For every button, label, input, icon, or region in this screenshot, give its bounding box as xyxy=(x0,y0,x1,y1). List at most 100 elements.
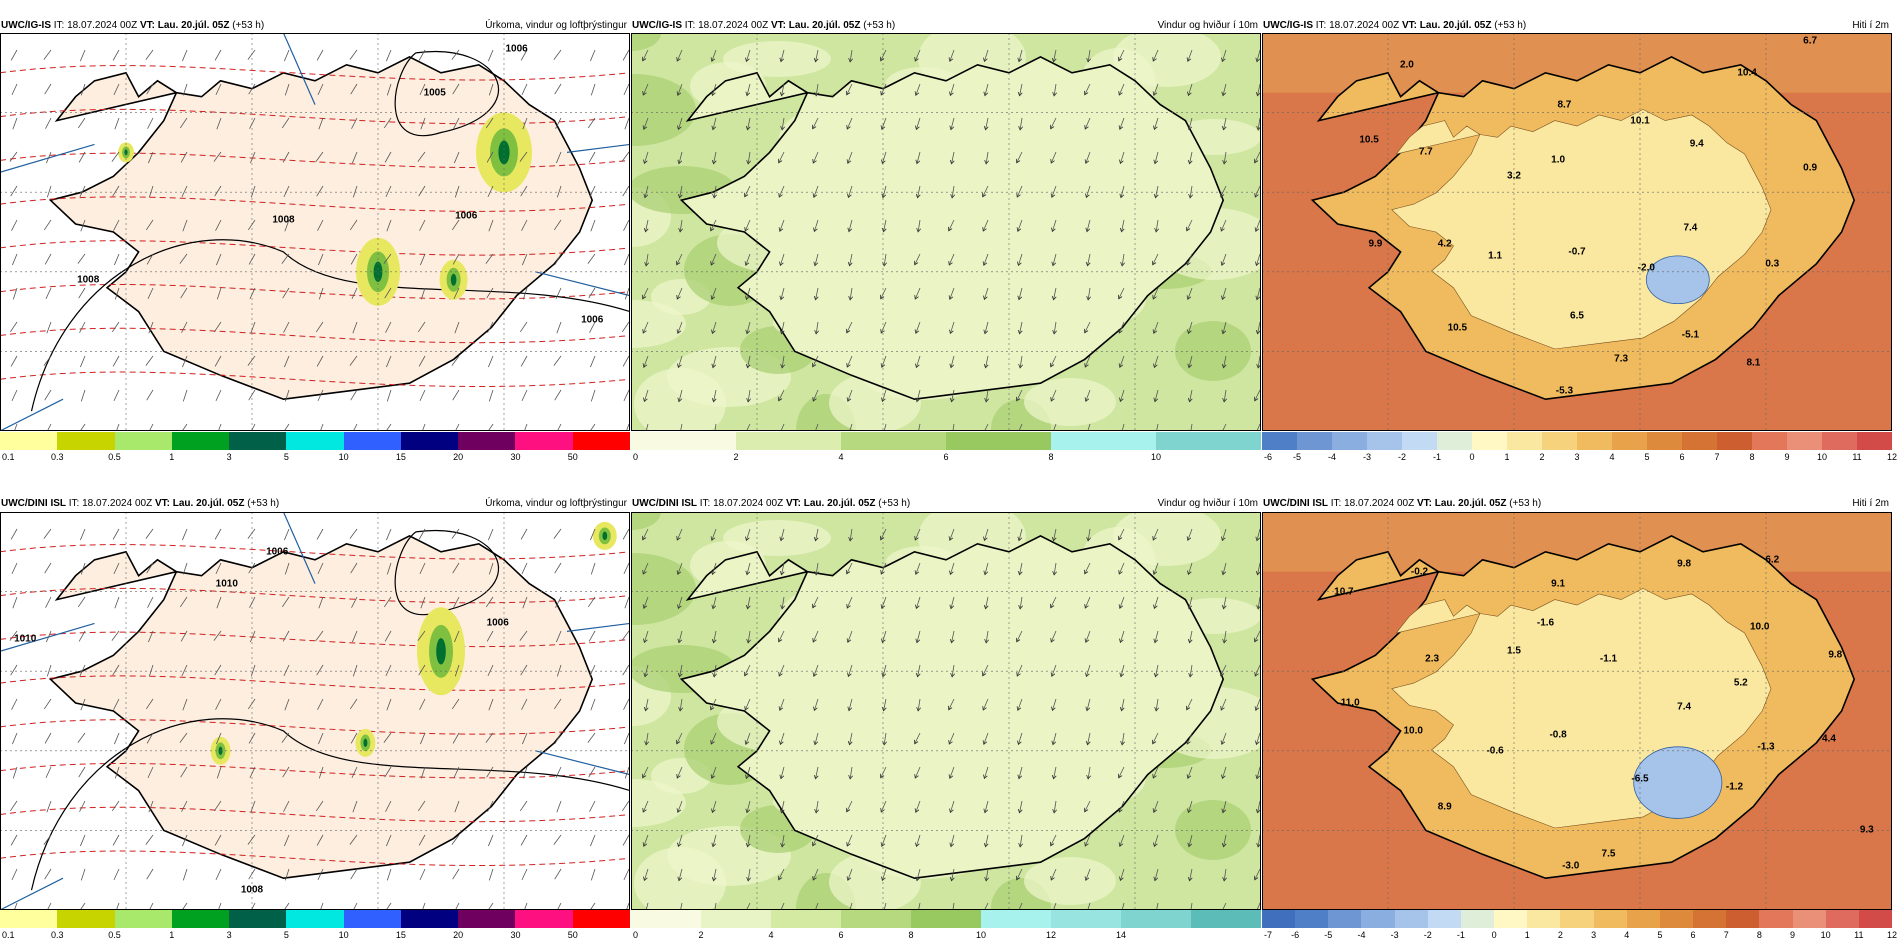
colorbar-tick-label: 4 xyxy=(1624,930,1630,940)
wind-arrow xyxy=(454,185,460,198)
wind-arrow xyxy=(813,185,819,198)
wind-map[interactable] xyxy=(631,512,1261,910)
colorbar-swatch xyxy=(1332,432,1367,450)
wind-arrow-head xyxy=(1187,570,1192,576)
wind-arrow-head xyxy=(813,227,818,233)
wind-arrow xyxy=(915,800,921,813)
wind-arrow xyxy=(624,287,630,300)
wind-arrow xyxy=(1256,49,1261,62)
wind-arrow xyxy=(79,664,86,677)
wind-arrow-head xyxy=(641,294,647,300)
wind-arrow xyxy=(1121,423,1125,431)
wind-arrow xyxy=(78,151,86,163)
wind-arrow xyxy=(1255,253,1261,266)
wind-arrow xyxy=(1257,355,1261,368)
wind-arrow-head xyxy=(1086,57,1092,63)
wind-arrow-head xyxy=(779,57,785,63)
wind-arrow xyxy=(1084,562,1091,574)
wind-arrow xyxy=(418,185,426,197)
colorbar-tick-label: 11 xyxy=(1852,452,1862,462)
wind-arrow xyxy=(745,528,751,541)
lead-time: (+53 h) xyxy=(1494,20,1527,31)
wind-arrow xyxy=(949,321,955,334)
colorbar-swatch xyxy=(57,910,115,928)
colorbar-tick-label: -5 xyxy=(1324,930,1333,940)
wind-arrow xyxy=(485,596,494,608)
wind-arrow xyxy=(485,732,494,743)
colorbar-tick-label: 0.3 xyxy=(51,930,64,940)
wind-arrow xyxy=(553,49,562,60)
wind-arrow-head xyxy=(811,841,817,847)
wind-arrow xyxy=(352,902,358,910)
temperature-label: 10.7 xyxy=(1334,586,1354,598)
wind-arrow-head xyxy=(1119,227,1125,233)
wind-arrow xyxy=(317,219,324,231)
colorbar-tick-label: 0 xyxy=(1469,452,1475,462)
model-name: UWC/IG-IS xyxy=(1263,20,1313,31)
wind-arrow xyxy=(113,868,120,881)
temp-colorbar xyxy=(1262,432,1892,450)
temperature-label: 9.9 xyxy=(1368,238,1383,250)
wind-arrow xyxy=(846,800,853,812)
wind-arrow-head xyxy=(813,536,819,542)
wind-arrow xyxy=(349,355,358,366)
wind-arrow xyxy=(642,321,649,334)
wind-arrow xyxy=(1050,630,1057,643)
wind-arrow xyxy=(780,423,785,431)
precip-map[interactable]: 1005 1006 1008 1006 1008 1006 xyxy=(0,33,630,431)
wind-arrow-head xyxy=(881,638,886,644)
wind-arrow xyxy=(676,287,683,300)
wind-arrow-head xyxy=(1154,227,1160,233)
wind-arrow-head xyxy=(1051,261,1057,267)
colorbar-swatch xyxy=(841,910,911,928)
precip-map[interactable]: 1010 1010 1006 1006 1008 xyxy=(0,512,630,910)
wind-arrow xyxy=(44,732,52,744)
wind-arrow xyxy=(146,253,154,265)
temp-map[interactable]: 2.0 6.7 10.4 10.5 7.7 8.7 10.1 3.2 1.0 9.4 0.9 9.9 4… xyxy=(1262,33,1892,431)
wind-arrow xyxy=(282,766,290,778)
temperature-contour xyxy=(0,631,630,648)
wind-arrow xyxy=(79,800,86,812)
wind-arrow xyxy=(12,596,18,609)
domain-boundary-line xyxy=(535,750,630,776)
temperature-label: -0.2 xyxy=(1410,566,1429,578)
wind-map[interactable] xyxy=(631,33,1261,431)
wind-arrow xyxy=(1254,630,1261,642)
wind-arrow-head xyxy=(1221,57,1226,63)
wind-arrow-head xyxy=(1185,226,1191,232)
wind-arrow-head xyxy=(949,808,954,814)
wind-arrow-head xyxy=(846,125,851,130)
temp-map[interactable]: -0.2 9.8 6.2 10.7 9.1 -1.6 10.0 2.3 1.5 -1.1 9.8 11… xyxy=(1262,512,1892,910)
wind-arrow xyxy=(710,219,717,231)
wind-arrow xyxy=(79,423,86,431)
isobar-label: 1008 xyxy=(77,274,100,286)
wind-arrow-head xyxy=(710,536,716,541)
wind-arrow-head xyxy=(812,638,817,643)
wind-arrow xyxy=(80,389,86,402)
wind-arrow xyxy=(712,834,717,847)
model-name: UWC/DINI ISL xyxy=(1,498,66,509)
wind-arrow xyxy=(114,596,120,609)
wind-arrow-head xyxy=(983,774,988,780)
wind-arrow xyxy=(915,321,921,334)
wind-arrow xyxy=(642,562,649,575)
wind-arrow xyxy=(217,902,222,910)
colorbar-swatch xyxy=(911,910,981,928)
wind-arrow xyxy=(488,562,494,575)
precip-area xyxy=(602,531,608,541)
wind-arrow-head xyxy=(882,740,888,746)
colorbar-tick-label: 4 xyxy=(838,452,844,462)
wind-arrow xyxy=(880,83,887,96)
wind-arrow xyxy=(182,355,188,368)
wind-arrow xyxy=(883,732,887,745)
wind-arrow-head xyxy=(1187,397,1193,403)
wind-arrow xyxy=(45,287,52,300)
wind-arrow-head xyxy=(1118,808,1123,813)
wind-arrow xyxy=(148,630,154,643)
temperature-contour xyxy=(0,284,630,300)
wind-arrow xyxy=(316,528,324,540)
wind-arrow-head xyxy=(745,57,750,63)
wind-arrow xyxy=(982,219,989,232)
wind-arrow xyxy=(418,49,426,61)
wind-arrow-head xyxy=(814,808,820,814)
